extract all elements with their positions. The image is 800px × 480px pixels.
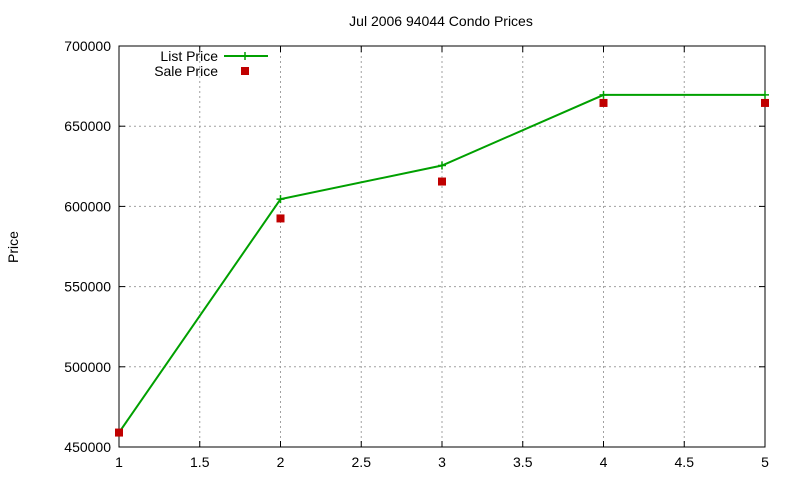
legend-label-list-price: List Price bbox=[160, 48, 218, 64]
y-axis-label: Price bbox=[5, 231, 21, 263]
x-tick-label: 2 bbox=[277, 454, 285, 470]
list-price-point bbox=[599, 90, 608, 99]
series bbox=[115, 90, 769, 437]
axis-ticks: 1 1.5 2 2.5 3 3.5 4 4.5 5 450000 500000 550000 60000… bbox=[64, 38, 769, 470]
list-price-point bbox=[276, 195, 285, 204]
legend: List Price Sale Price bbox=[154, 48, 268, 79]
sale-price-point bbox=[276, 214, 285, 223]
x-tick-label: 1 bbox=[115, 454, 123, 470]
legend-marker-sale-price bbox=[241, 67, 249, 75]
y-tick-label: 550000 bbox=[64, 279, 111, 295]
sale-price-point bbox=[761, 98, 769, 107]
x-tick-label: 1.5 bbox=[190, 454, 210, 470]
chart-title: Jul 2006 94044 Condo Prices bbox=[349, 13, 533, 29]
list-price-point bbox=[438, 161, 446, 170]
list-price-point bbox=[761, 90, 769, 99]
x-tick-label: 3.5 bbox=[513, 454, 533, 470]
y-tick-label: 700000 bbox=[64, 38, 111, 54]
y-tick-label: 450000 bbox=[64, 439, 111, 455]
x-tick-label: 5 bbox=[761, 454, 769, 470]
x-tick-label: 3 bbox=[438, 454, 446, 470]
y-tick-label: 500000 bbox=[64, 359, 111, 375]
y-tick-label: 600000 bbox=[64, 198, 111, 214]
legend-marker-list-price bbox=[241, 52, 249, 60]
sale-price-point bbox=[438, 177, 446, 186]
sale-price-point bbox=[115, 428, 123, 437]
x-tick-label: 4 bbox=[600, 454, 608, 470]
sale-price-point bbox=[599, 98, 608, 107]
y-tick-label: 650000 bbox=[64, 118, 111, 134]
legend-label-sale-price: Sale Price bbox=[154, 63, 218, 79]
grid-lines bbox=[119, 46, 765, 447]
x-tick-label: 4.5 bbox=[675, 454, 695, 470]
x-tick-label: 2.5 bbox=[352, 454, 372, 470]
